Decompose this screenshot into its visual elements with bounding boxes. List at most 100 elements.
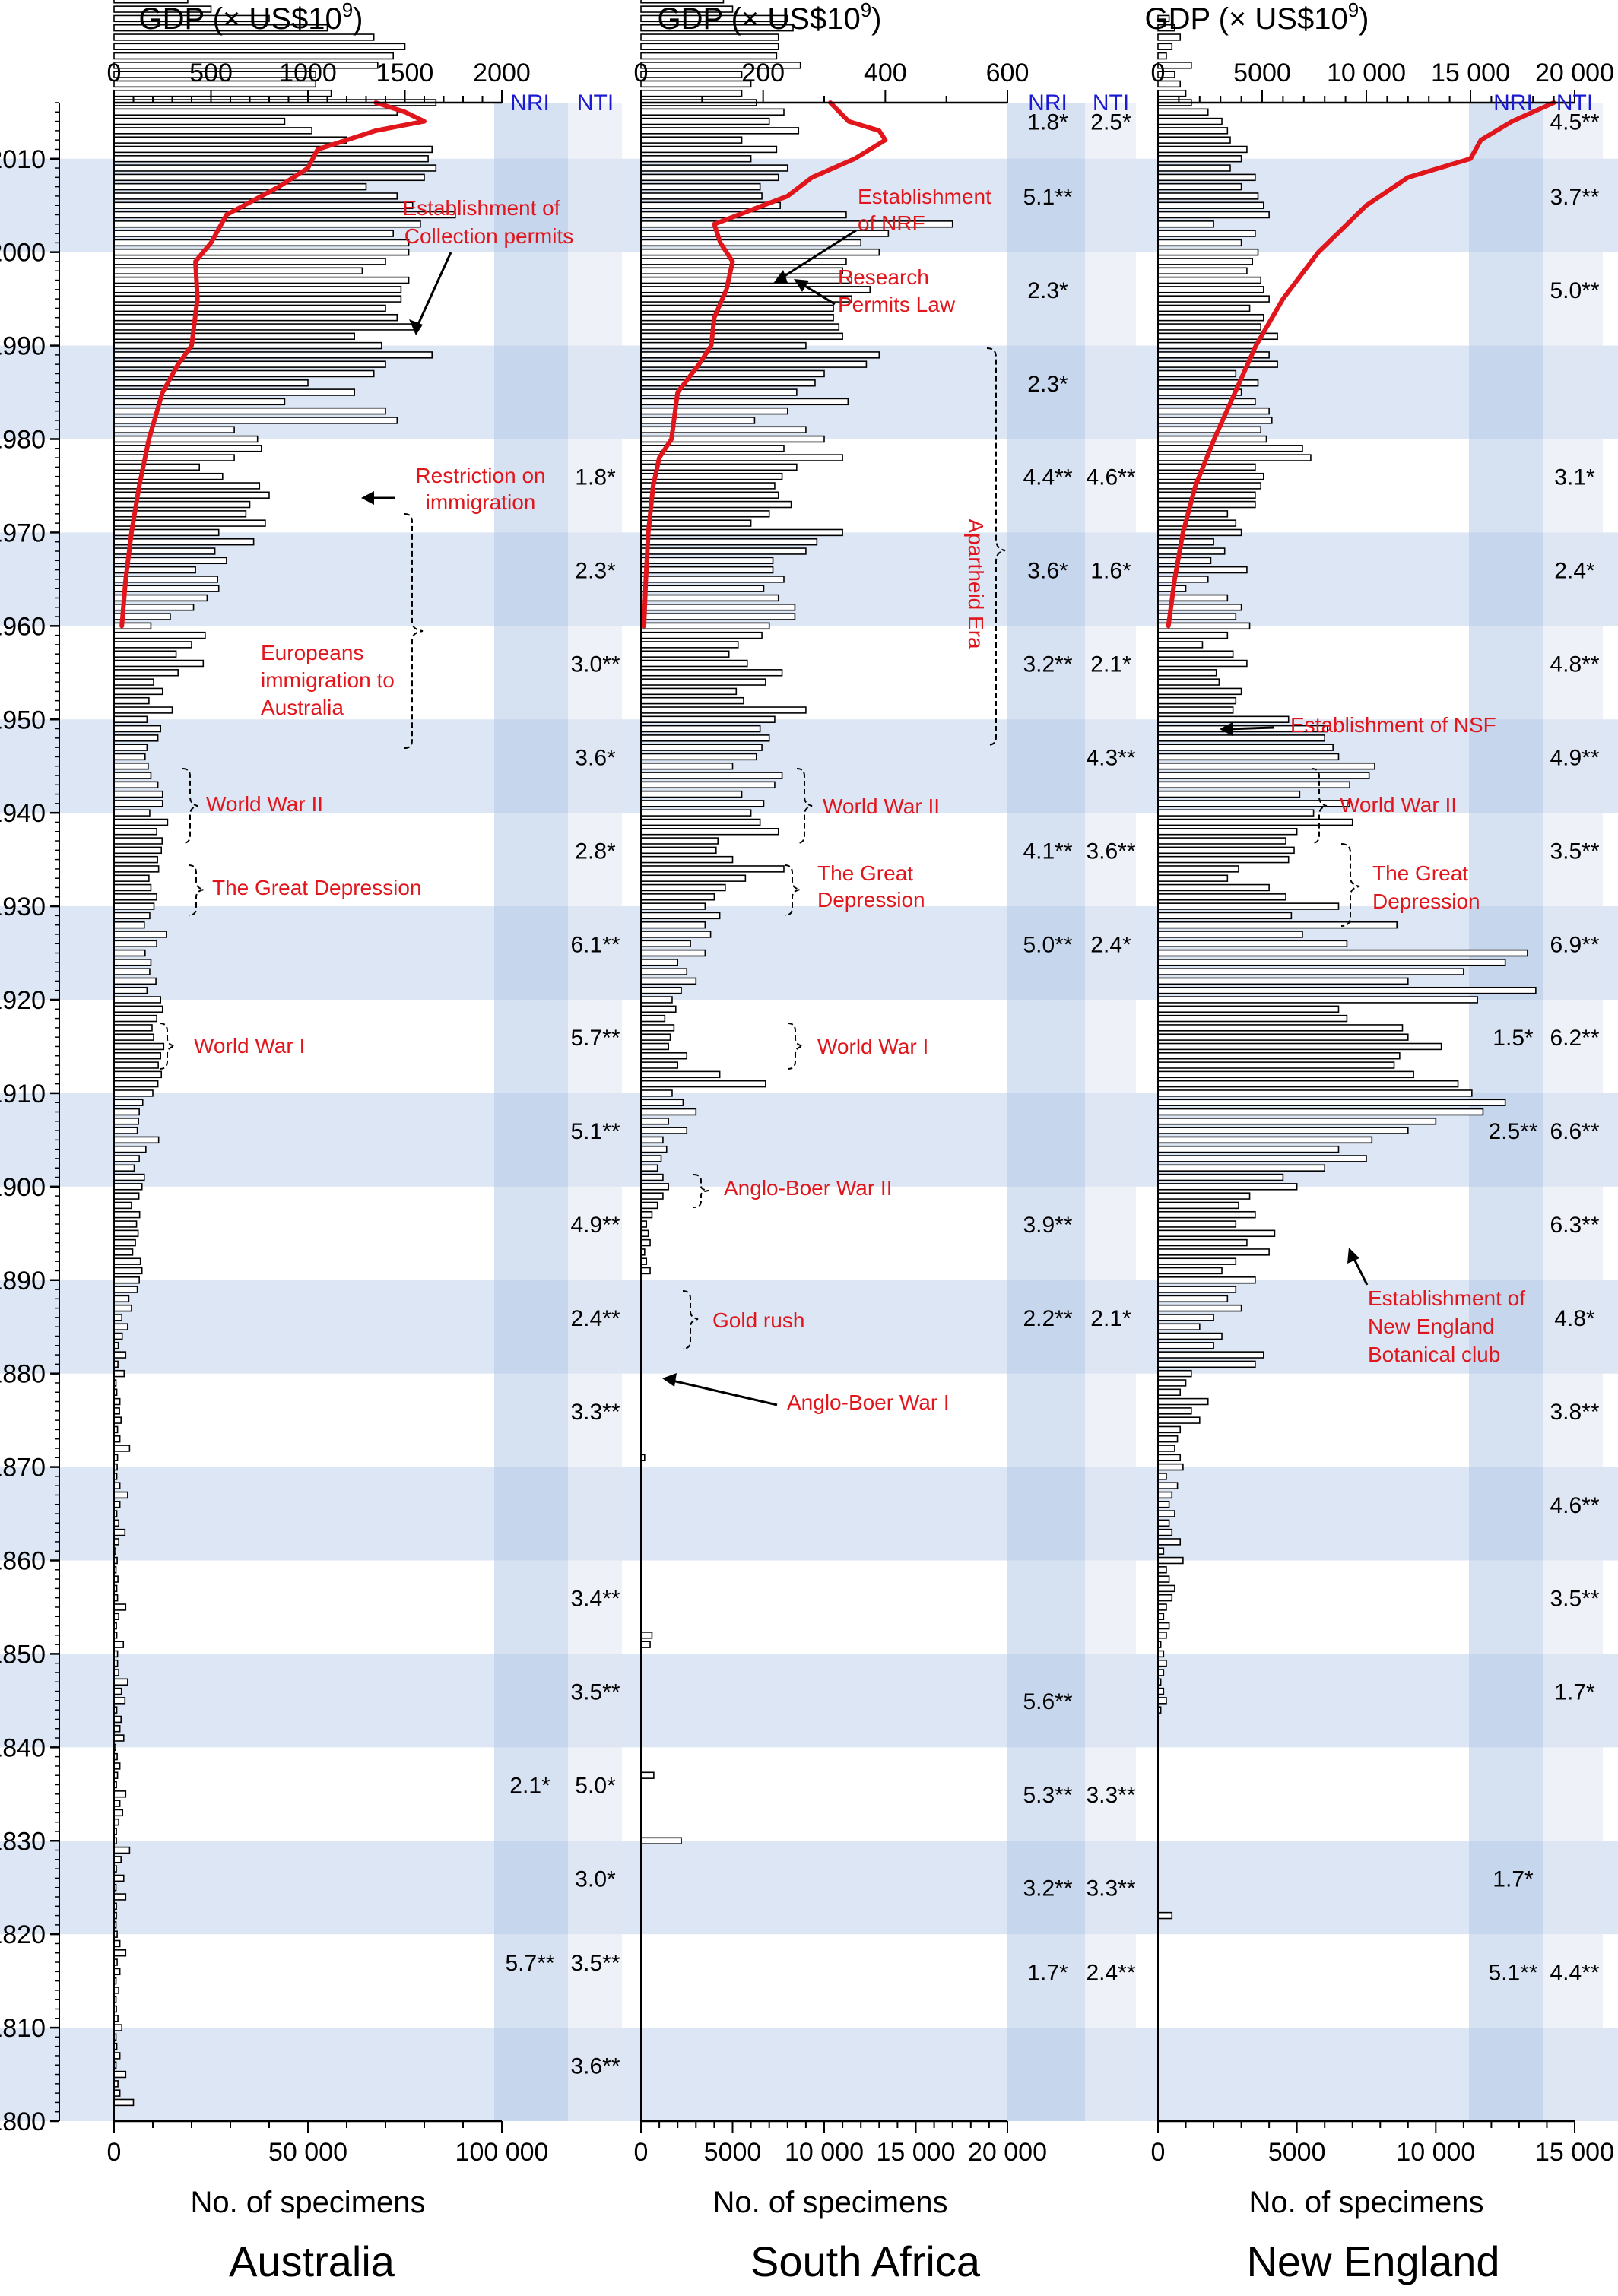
specimen-bar — [640, 790, 743, 798]
specimen-bar — [640, 472, 783, 480]
specimen-bar — [640, 323, 840, 331]
annotation-immigration-restriction-line2: immigration — [426, 490, 536, 514]
specimen-bar — [113, 949, 146, 957]
specimen-bar — [640, 43, 779, 50]
nti-value: 4.6** — [1086, 465, 1135, 490]
south-africa-title: South Africa — [750, 2237, 981, 2285]
specimen-bar — [113, 369, 375, 378]
specimen-bar — [1157, 528, 1242, 537]
specimen-bar — [1157, 576, 1209, 583]
specimen-bar — [1157, 1127, 1409, 1134]
specimen-bar — [113, 1070, 163, 1079]
specimen-bar — [1157, 1089, 1473, 1097]
specimen-bar — [640, 304, 834, 312]
year-tick-label: 1930 — [0, 893, 46, 921]
specimen-bar — [640, 1070, 721, 1079]
specimen-bar — [113, 201, 414, 209]
annotation-world-war-1: World War I — [817, 1035, 928, 1058]
specimen-bar — [640, 968, 688, 975]
specimen-bar — [1157, 1659, 1167, 1667]
nri-nti-columns — [494, 103, 1603, 2121]
specimen-bar — [113, 1603, 127, 1611]
specimen-bar — [113, 641, 192, 649]
specimen-bar — [113, 1118, 139, 1125]
specimen-bar — [113, 744, 148, 751]
new-england-nri-header: NRI — [1493, 90, 1533, 116]
specimen-bar — [113, 1482, 121, 1489]
specimen-bar — [113, 940, 157, 947]
australia-title: Australia — [229, 2237, 395, 2285]
nti-value: 6.3** — [1550, 1213, 1599, 1238]
annotation-great-depression-line1: The Great — [1372, 861, 1468, 885]
australia-gdp-axis-title: GDP (× US$109) — [139, 0, 363, 36]
specimen-bar — [1157, 239, 1242, 247]
specimen-bar — [1157, 1379, 1187, 1387]
specimen-bar — [113, 1641, 125, 1648]
specimen-bar — [1157, 865, 1239, 873]
nri-value: 5.1** — [1023, 185, 1072, 210]
specimen-bar — [113, 1248, 134, 1256]
nri-value: 1.7* — [1493, 1866, 1534, 1892]
specimen-bar — [640, 594, 779, 602]
year-tick-label: 1820 — [0, 1920, 46, 1949]
annotation-collection-permits-line2: Collection permits — [404, 224, 574, 248]
specimen-bar — [113, 1800, 121, 1807]
specimen-bar — [640, 1118, 669, 1125]
specimen-bar — [1157, 874, 1229, 882]
specimen-bar — [640, 1220, 648, 1228]
specimen-bar — [113, 2089, 121, 2097]
specimen-bar — [640, 1024, 675, 1032]
specimen-bar — [113, 43, 406, 50]
specimen-bar — [640, 753, 757, 761]
nti-value: 2.5* — [1090, 110, 1131, 135]
specimen-bar — [640, 258, 847, 265]
specimen-bar — [113, 1314, 122, 1321]
specimen-bar — [1157, 1220, 1237, 1228]
nri-value: 5.6** — [1023, 1689, 1072, 1714]
specimen-bar — [1157, 949, 1528, 957]
specimen-bar — [113, 1332, 123, 1340]
nti-value: 1.6* — [1090, 559, 1131, 584]
specimen-bar — [640, 809, 752, 817]
australia-gdp-line — [119, 100, 427, 629]
gdp-tick-label: 400 — [864, 59, 907, 87]
nti-value: 3.4** — [570, 1587, 620, 1612]
year-tick-label: 1840 — [0, 1733, 46, 1762]
specimen-bar — [113, 304, 386, 312]
nti-value: 3.7** — [1550, 185, 1599, 210]
specimen-bar — [640, 351, 880, 359]
specimen-tick-label: 50 000 — [268, 2138, 347, 2167]
arrowhead-nrf — [773, 270, 788, 284]
year-tick-label: 1910 — [0, 1080, 46, 1108]
specimen-bar — [113, 1416, 122, 1424]
specimen-bar — [1157, 295, 1270, 303]
specimen-bar — [113, 1061, 159, 1069]
nri-value: 2.2** — [1023, 1306, 1072, 1331]
annotation-botanical-club-line2: New England — [1368, 1314, 1495, 1338]
nti-value: 1.8* — [575, 465, 616, 490]
specimen-bar — [113, 818, 169, 826]
specimen-bar — [1157, 164, 1231, 172]
brace-world-war-2 — [182, 768, 198, 844]
annotation-great-depression-line2: Depression — [1372, 890, 1480, 913]
specimen-bar — [113, 687, 163, 696]
specimen-bar — [113, 0, 189, 4]
nri-value: 3.2** — [1023, 652, 1072, 677]
arrowhead-anglo-boer-war-1 — [662, 1373, 677, 1387]
specimen-bar — [113, 1369, 125, 1378]
specimen-bar — [1157, 1369, 1192, 1378]
south-africa-specimen-bars — [640, 0, 953, 2121]
annotation-research-permits-line1: Research — [838, 265, 929, 289]
specimen-bar — [640, 136, 743, 144]
specimen-bar — [640, 1108, 697, 1116]
specimen-bar — [640, 80, 752, 88]
arrow-research-permits — [799, 281, 836, 306]
arrowhead-nsf — [1220, 722, 1233, 736]
specimen-bar — [1157, 1911, 1173, 1920]
nti-value: 2.4* — [1554, 559, 1595, 584]
specimen-bar — [113, 2070, 127, 2079]
nri-value: 1.5* — [1493, 1026, 1534, 1051]
annotation-research-permits-line2: Permits Law — [838, 293, 956, 316]
specimen-bar — [1157, 557, 1212, 565]
specimen-bar — [113, 1286, 138, 1293]
